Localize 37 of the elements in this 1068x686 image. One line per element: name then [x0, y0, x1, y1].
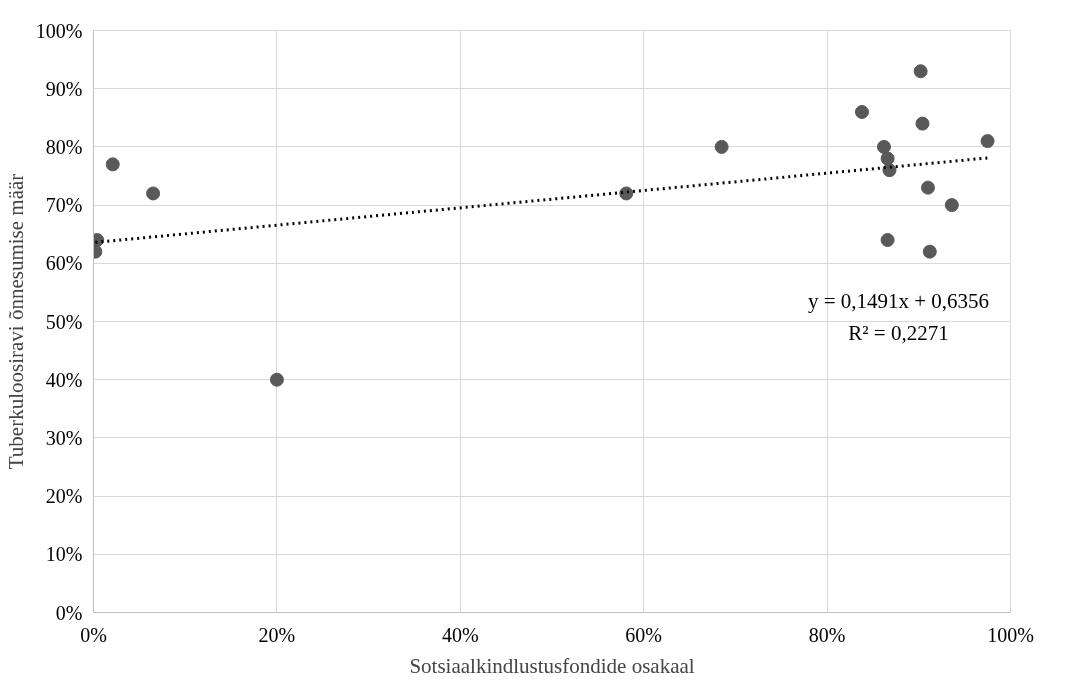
y-tick-label: 70%: [45, 194, 83, 217]
y-tick-label: 90%: [45, 77, 83, 100]
point: [714, 139, 729, 154]
point: [920, 180, 935, 195]
point: [880, 151, 895, 166]
x-tick-label: 0%: [80, 623, 107, 646]
point: [876, 139, 891, 154]
point: [980, 134, 995, 149]
y-tick-label: 0%: [55, 601, 83, 624]
y-tick-label: 100%: [35, 19, 83, 42]
annotation: R² = 0,2271: [848, 320, 949, 345]
y-tick-label: 30%: [45, 426, 83, 449]
point: [105, 157, 120, 172]
point: [922, 244, 937, 259]
y-tick-label: 40%: [45, 368, 83, 391]
x-tick-label: 20%: [258, 623, 296, 646]
point: [915, 116, 930, 131]
point: [880, 233, 895, 248]
x-tick-label: 40%: [441, 623, 479, 646]
y-axis-title: Tuberkuloosiravi õnnesumise määr: [3, 173, 28, 470]
y-tick-label: 10%: [45, 543, 83, 566]
x-tick-label: 80%: [808, 623, 846, 646]
point: [269, 372, 284, 387]
y-tick-label: 60%: [45, 252, 83, 275]
point: [944, 198, 959, 213]
x-tick-label: 100%: [987, 623, 1034, 646]
y-tick-label: 20%: [45, 485, 83, 508]
y-tick-label: 80%: [45, 135, 83, 158]
point: [913, 64, 928, 79]
point: [854, 104, 869, 119]
y-tick-label: 50%: [45, 310, 83, 333]
point: [146, 186, 161, 201]
x-axis-title: Sotsiaalkindlustusfondide osakaal: [409, 653, 695, 678]
annotation: y = 0,1491x + 0,6356: [807, 288, 990, 313]
point: [619, 186, 634, 201]
point: [882, 163, 897, 178]
x-tick-label: 60%: [625, 623, 663, 646]
